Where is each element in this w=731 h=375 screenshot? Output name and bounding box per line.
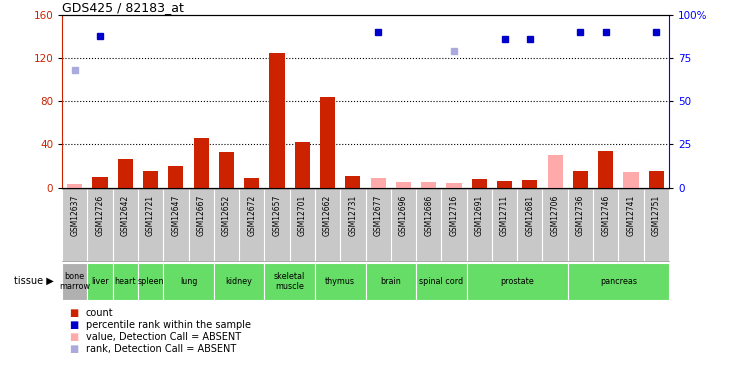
Text: GSM12637: GSM12637 — [70, 195, 79, 237]
Bar — [624, 172, 638, 188]
Text: GSM12736: GSM12736 — [576, 195, 585, 237]
Bar — [471, 179, 487, 188]
Bar — [219, 152, 234, 188]
Text: GSM12647: GSM12647 — [171, 195, 181, 237]
Text: GSM12731: GSM12731 — [349, 195, 357, 236]
Bar — [244, 178, 260, 188]
Bar — [213, 262, 265, 300]
Text: lung: lung — [180, 277, 197, 286]
Bar — [265, 262, 315, 300]
Text: GSM12672: GSM12672 — [247, 195, 257, 236]
Text: GSM12751: GSM12751 — [652, 195, 661, 236]
Text: count: count — [86, 308, 113, 318]
Bar — [168, 166, 183, 188]
Bar — [548, 155, 563, 188]
Bar — [497, 181, 512, 188]
Text: heart: heart — [115, 277, 136, 286]
Text: GSM12662: GSM12662 — [323, 195, 332, 236]
Text: GSM12696: GSM12696 — [399, 195, 408, 237]
Bar — [573, 171, 588, 188]
Text: GSM12642: GSM12642 — [121, 195, 130, 236]
Text: GSM12711: GSM12711 — [500, 195, 509, 236]
Text: GSM12691: GSM12691 — [474, 195, 484, 236]
Bar — [416, 262, 466, 300]
Text: GSM12746: GSM12746 — [601, 195, 610, 237]
Text: tissue ▶: tissue ▶ — [14, 276, 53, 286]
Bar — [92, 177, 107, 188]
Bar — [366, 262, 416, 300]
Bar — [522, 180, 537, 188]
Text: GSM12681: GSM12681 — [526, 195, 534, 236]
Text: bone
marrow: bone marrow — [59, 272, 90, 291]
Bar — [113, 262, 138, 300]
Text: ■: ■ — [69, 344, 79, 354]
Bar — [648, 171, 664, 188]
Text: rank, Detection Call = ABSENT: rank, Detection Call = ABSENT — [86, 344, 236, 354]
Text: liver: liver — [91, 277, 109, 286]
Text: brain: brain — [380, 277, 401, 286]
Text: GSM12667: GSM12667 — [197, 195, 205, 237]
Text: GSM12721: GSM12721 — [146, 195, 155, 236]
Text: thymus: thymus — [325, 277, 355, 286]
Bar — [163, 262, 213, 300]
Bar — [447, 183, 461, 188]
Bar — [395, 182, 411, 188]
Text: skeletal
muscle: skeletal muscle — [274, 272, 306, 291]
Text: GSM12701: GSM12701 — [298, 195, 307, 236]
Bar — [466, 262, 568, 300]
Bar — [371, 178, 386, 188]
Bar — [568, 262, 669, 300]
Bar — [88, 262, 113, 300]
Text: kidney: kidney — [226, 277, 252, 286]
Text: GDS425 / 82183_at: GDS425 / 82183_at — [62, 1, 184, 14]
Text: GSM12706: GSM12706 — [550, 195, 560, 237]
Text: GSM12652: GSM12652 — [222, 195, 231, 236]
Bar — [194, 138, 209, 188]
Text: ■: ■ — [69, 320, 79, 330]
Bar — [421, 182, 436, 188]
Bar — [598, 151, 613, 188]
Text: prostate: prostate — [500, 277, 534, 286]
Text: pancreas: pancreas — [600, 277, 637, 286]
Bar — [67, 184, 83, 188]
Text: spinal cord: spinal cord — [420, 277, 463, 286]
Text: GSM12726: GSM12726 — [96, 195, 105, 236]
Text: GSM12677: GSM12677 — [374, 195, 382, 237]
Bar — [138, 262, 163, 300]
Bar — [270, 53, 284, 188]
Bar — [143, 171, 158, 188]
Text: GSM12716: GSM12716 — [450, 195, 458, 236]
Bar — [320, 97, 335, 188]
Bar — [315, 262, 366, 300]
Text: value, Detection Call = ABSENT: value, Detection Call = ABSENT — [86, 332, 240, 342]
Text: GSM12741: GSM12741 — [626, 195, 635, 236]
Text: spleen: spleen — [137, 277, 164, 286]
Text: ■: ■ — [69, 332, 79, 342]
Text: GSM12686: GSM12686 — [424, 195, 433, 236]
Bar — [62, 262, 88, 300]
Bar — [345, 176, 360, 188]
Text: GSM12657: GSM12657 — [273, 195, 281, 237]
Bar — [295, 142, 310, 188]
Text: percentile rank within the sample: percentile rank within the sample — [86, 320, 251, 330]
Text: ■: ■ — [69, 308, 79, 318]
Bar — [118, 159, 133, 188]
